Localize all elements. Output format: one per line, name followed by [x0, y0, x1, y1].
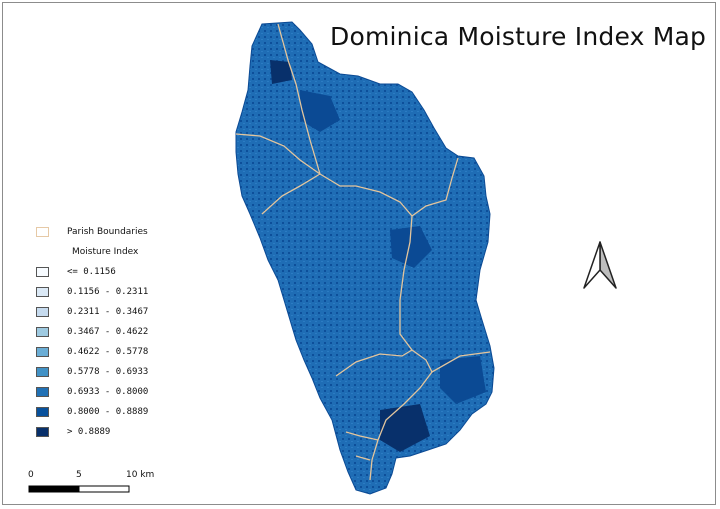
dense-moisture-area	[440, 356, 486, 404]
boundary-swatch	[36, 227, 49, 237]
legend-class-row: 0.2311 - 0.3467	[36, 302, 216, 322]
legend-class-label: 0.3467 - 0.4622	[67, 327, 149, 337]
scale-segment-black	[28, 485, 80, 493]
legend-class-label: 0.1156 - 0.2311	[67, 287, 149, 297]
dense-moisture-area	[270, 60, 292, 84]
legend-class-row: > 0.8889	[36, 422, 216, 442]
legend-class-label: 0.2311 - 0.3467	[67, 307, 149, 317]
legend-swatch	[36, 407, 49, 417]
legend-swatch	[36, 327, 49, 337]
legend-swatch	[36, 267, 49, 277]
parish-boundaries	[235, 23, 491, 481]
scale-label-0: 0	[28, 470, 34, 480]
legend-boundary-label: Parish Boundaries	[67, 227, 148, 237]
legend-swatch	[36, 307, 49, 317]
legend-class-row: 0.4622 - 0.5778	[36, 342, 216, 362]
scale-bar: 0 5 10 km	[28, 470, 268, 500]
legend-class-label: 0.6933 - 0.8000	[67, 387, 149, 397]
legend-class-label: <= 0.1156	[67, 267, 116, 277]
legend-class-row: 0.1156 - 0.2311	[36, 282, 216, 302]
north-arrow-icon	[583, 241, 617, 289]
legend-class-row: 0.8000 - 0.8889	[36, 402, 216, 422]
scale-label-10km: 10 km	[126, 470, 155, 480]
legend-class-row: 0.6933 - 0.8000	[36, 382, 216, 402]
island-shape	[235, 21, 495, 495]
legend-class-label: 0.5778 - 0.6933	[67, 367, 149, 377]
legend-class-label: 0.4622 - 0.5778	[67, 347, 149, 357]
legend-class-label: 0.8000 - 0.8889	[67, 407, 149, 417]
legend-class-row: 0.3467 - 0.4622	[36, 322, 216, 342]
legend-swatch	[36, 287, 49, 297]
dense-moisture-area	[380, 404, 430, 452]
legend-index-title-row: Moisture Index	[36, 242, 216, 262]
legend-swatch	[36, 347, 49, 357]
legend-boundary-row: Parish Boundaries	[36, 222, 216, 242]
legend-class-row: <= 0.1156	[36, 262, 216, 282]
map-title: Dominica Moisture Index Map	[330, 22, 707, 51]
legend-classes: <= 0.1156 0.1156 - 0.2311 0.2311 - 0.3467 0…	[36, 262, 216, 442]
scale-segment-white	[78, 485, 130, 493]
legend-class-label: > 0.8889	[67, 427, 111, 437]
legend-swatch	[36, 387, 49, 397]
legend-index-title: Moisture Index	[72, 247, 139, 257]
scale-label-5: 5	[76, 470, 82, 480]
dense-moisture-area	[390, 226, 432, 268]
legend: Parish Boundaries Moisture Index <= 0.11…	[36, 222, 216, 442]
dense-moisture-area	[300, 90, 340, 132]
legend-swatch	[36, 427, 49, 437]
scale-bar-graphic	[28, 485, 130, 493]
legend-class-row: 0.5778 - 0.6933	[36, 362, 216, 382]
legend-swatch	[36, 367, 49, 377]
